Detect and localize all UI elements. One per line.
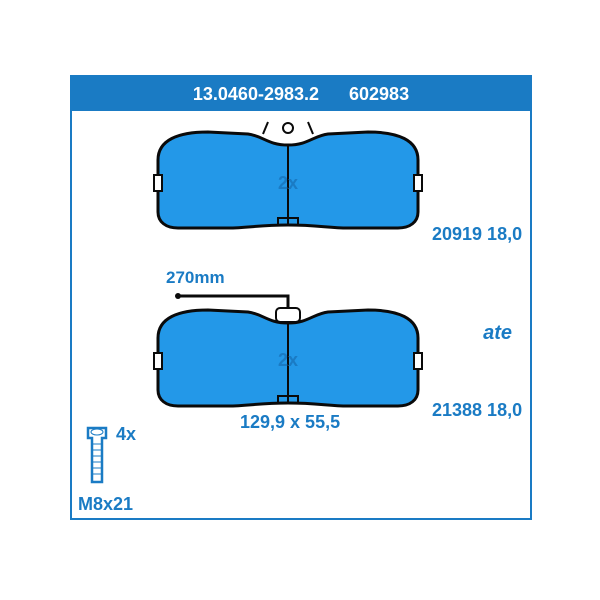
dimension-label: 129,9 x 55,5 (240, 412, 340, 433)
part-number-primary: 13.0460-2983.2 (193, 84, 319, 105)
diagram-canvas: 13.0460-2983.2 602983 2x 20919 18,0 270m… (0, 0, 600, 600)
pad-upper-qty: 2x (278, 173, 298, 194)
bolt-icon (82, 420, 112, 490)
wire-length-label: 270mm (166, 268, 225, 288)
pad-lower-qty: 2x (278, 350, 298, 371)
bolt-qty: 4x (116, 424, 136, 445)
pad-upper-ref: 20919 18,0 (432, 224, 522, 245)
pad-lower-ref: 21388 18,0 (432, 400, 522, 421)
title-bar: 13.0460-2983.2 602983 (72, 77, 530, 111)
bolt-spec: M8x21 (78, 494, 133, 515)
part-number-secondary: 602983 (349, 84, 409, 105)
brand-logo: ate (483, 322, 512, 345)
